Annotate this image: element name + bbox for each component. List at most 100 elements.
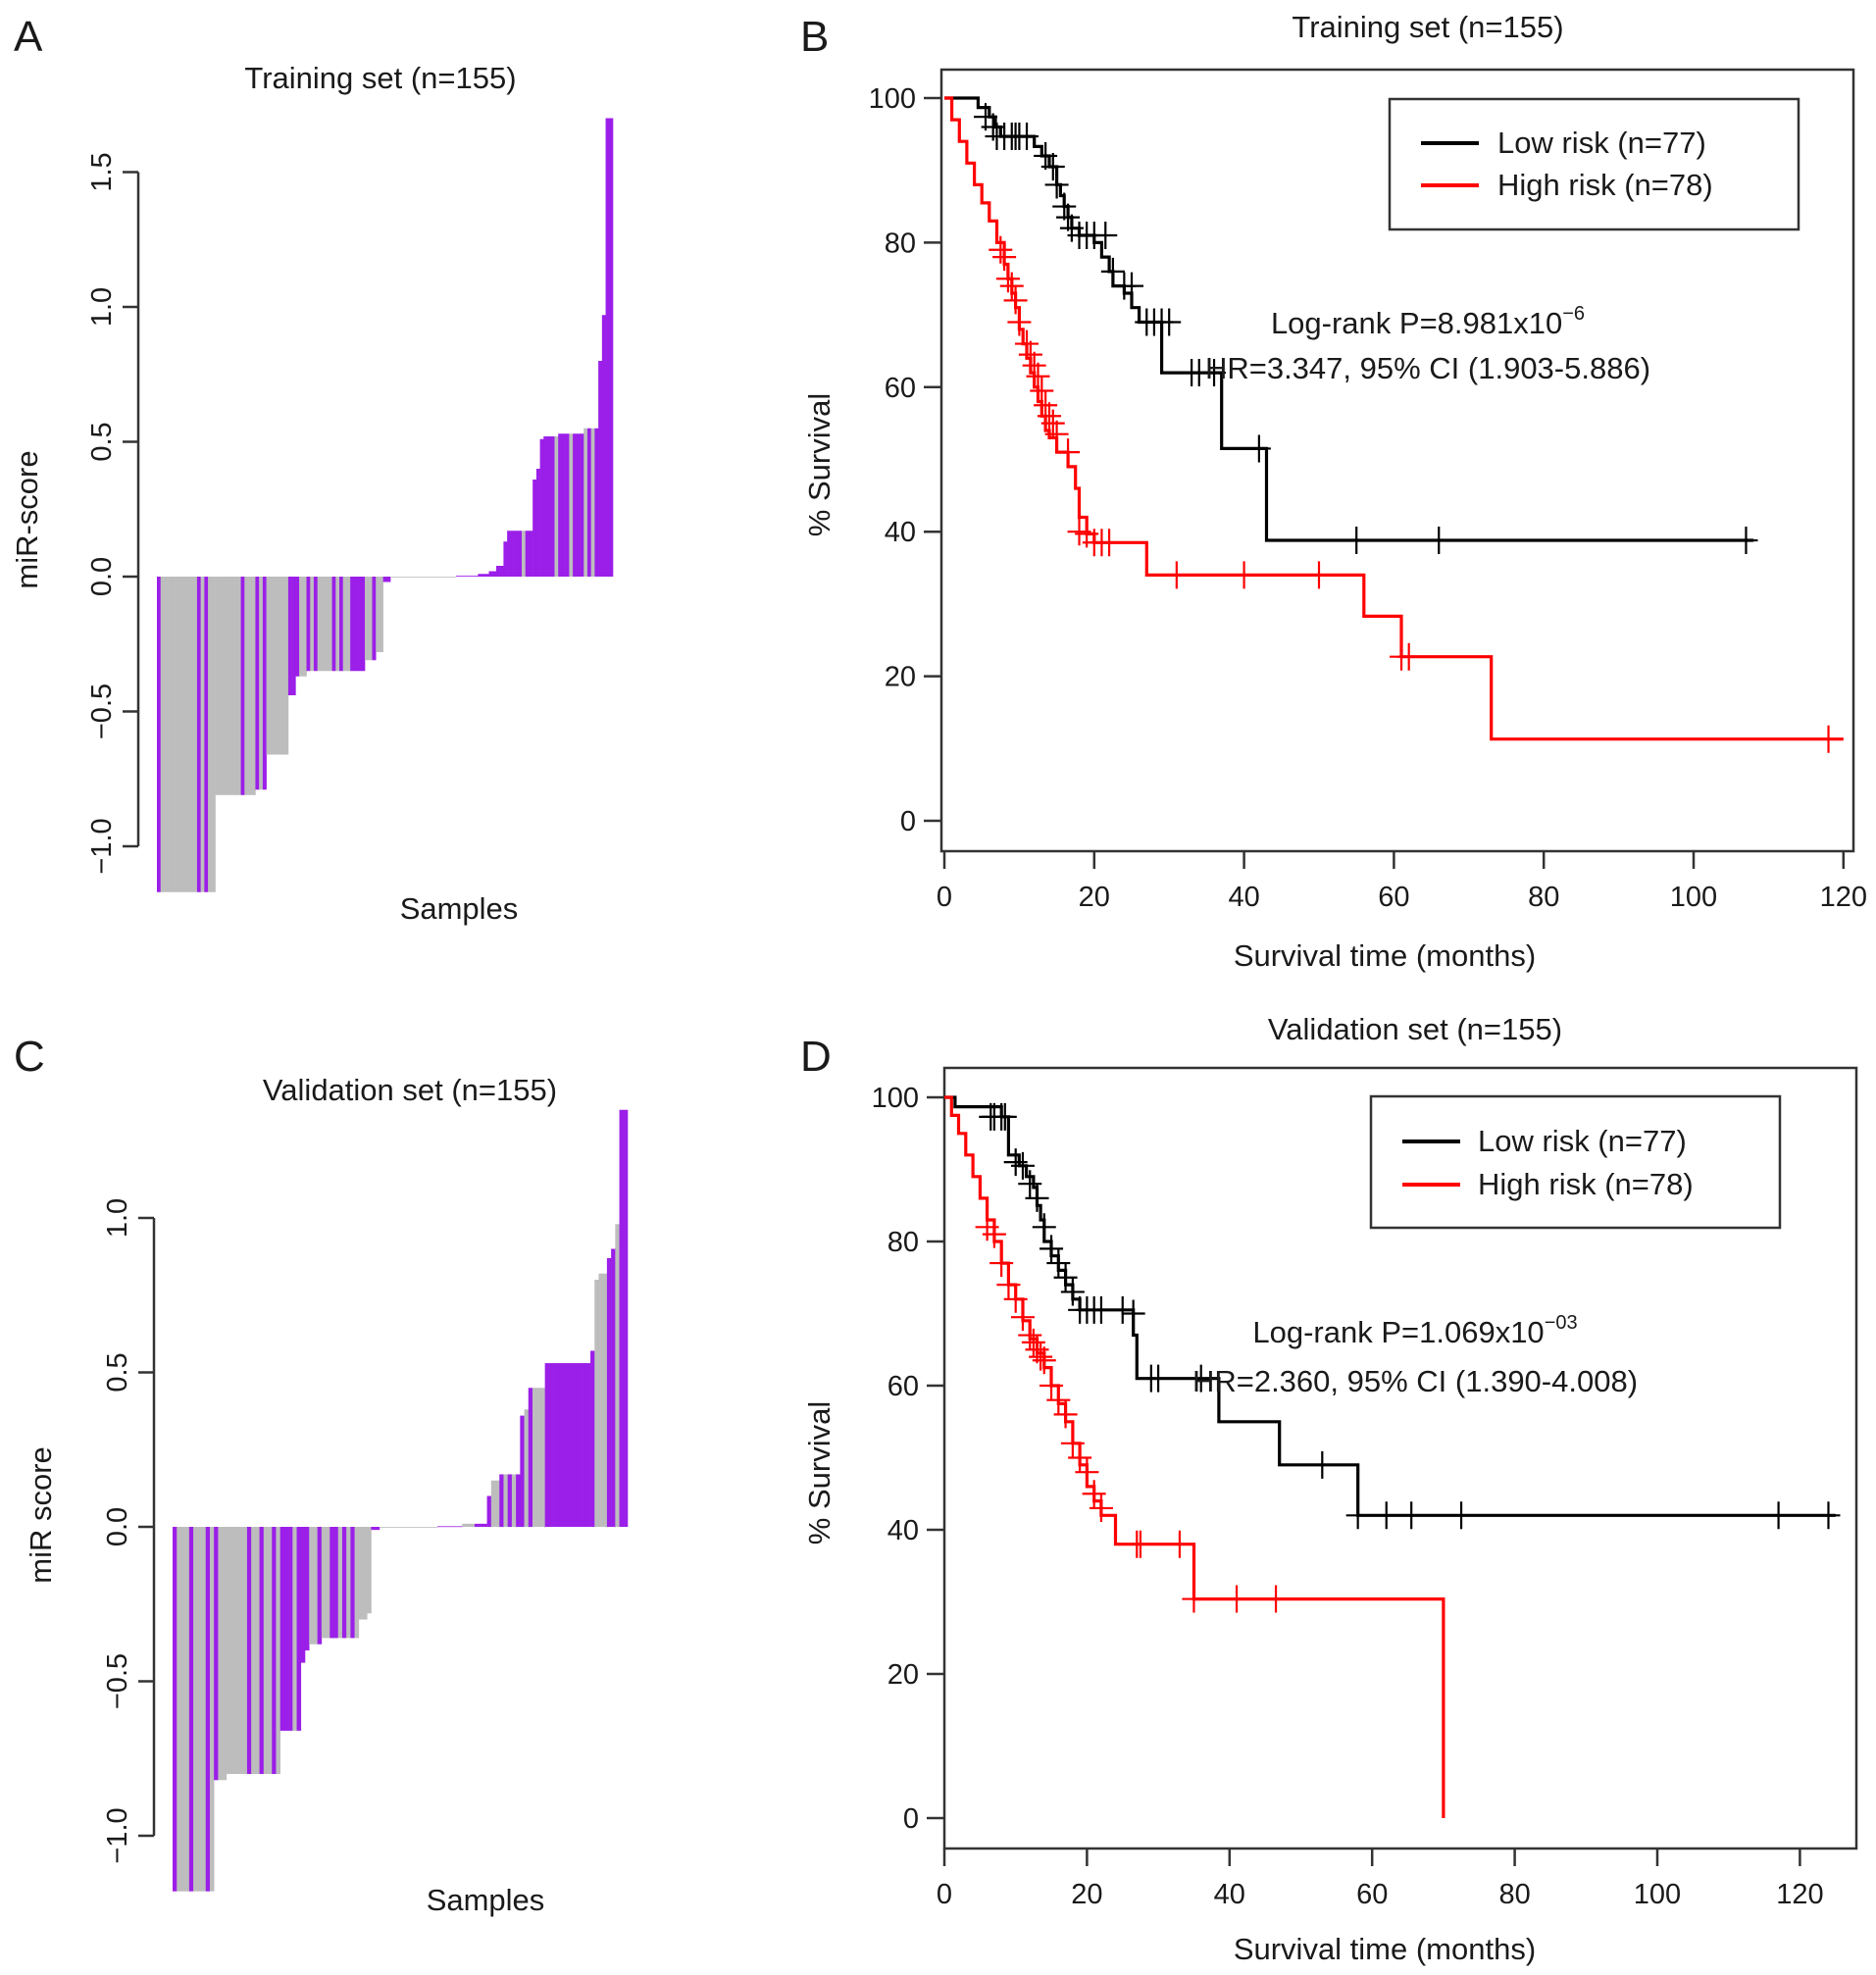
censor-mark [1030,377,1054,405]
censor-mark [1093,222,1118,250]
legend-label-high-risk: High risk (n=78) [1478,1167,1694,1201]
bar-sample [205,1527,211,1892]
censor-mark [1052,192,1077,221]
bar-sample [189,577,194,892]
x-tick-label: 20 [1079,882,1110,913]
x-tick-label: 40 [1214,1879,1245,1910]
bar-sample [386,577,391,582]
censor-mark [1449,1501,1474,1530]
bar-sample [188,1527,194,1892]
bar-sample [547,436,552,577]
censor-mark [1046,1249,1071,1278]
bar-sample [215,577,220,795]
bar-sample [325,577,330,672]
bar-sample [246,1527,252,1774]
censor-mark [1307,561,1331,589]
bar-sample [274,577,279,755]
bar-sample [441,577,446,578]
y-tick-label: 60 [887,1371,919,1402]
bar-sample [178,577,183,892]
bar-sample [601,315,606,577]
bar-sample [368,577,373,661]
bar-sample [492,571,497,577]
y-tick-label: 20 [887,1659,919,1691]
panel-b-logrank-p: Log-rank P=8.981x10−6 [1271,303,1585,340]
bar-sample [488,571,493,577]
panel-letter-b: B [800,13,829,61]
panel-b-axes: 0 20 40 60 80 100 120 0 20 40 60 80 100 [869,83,1867,913]
bar-sample [222,1527,228,1781]
bar-sample [238,1527,244,1774]
bar-sample [573,433,578,577]
censor-mark [1037,402,1061,430]
bar-sample [598,361,603,577]
bar-sample [586,428,591,577]
bar-sample [524,1409,530,1527]
bar-sample [490,1480,496,1527]
bar-sample [565,433,570,577]
bar-sample [182,577,187,892]
panel-d-axes: 0 20 40 60 80 100 120 0 20 40 60 80 100 [872,1083,1824,1910]
panel-b-curves [944,96,1844,753]
panel-c-mir-score-barplot: C Validation set (n=155) miR score Sampl… [14,1033,629,1917]
panel-letter-c: C [14,1033,45,1081]
censor-mark [1082,1480,1106,1508]
bar-sample [288,1527,293,1731]
censor-mark [1040,409,1065,437]
bar-sample [452,577,457,578]
censor-mark [1225,1585,1249,1613]
panel-a-mir-score-barplot: A Training set (n=155) miR-score Samples… [10,13,614,926]
censor-mark [1068,1443,1092,1472]
x-tick-label: 120 [1776,1879,1823,1910]
bar-sample [528,1388,533,1527]
bar-sample [536,1388,541,1527]
bar-sample [503,541,508,577]
censor-mark [1010,1151,1035,1180]
bar-sample [193,577,198,892]
bar-sample [495,566,500,577]
censor-mark [1032,1346,1056,1375]
bar-sample [270,577,275,755]
bar-sample [561,433,566,577]
y-tick-label: −1.0 [102,1807,133,1863]
bar-sample [259,577,264,790]
bar-sample [383,1527,388,1528]
bar-sample [379,577,383,652]
bar-sample [321,1527,327,1639]
bar-sample [171,577,176,892]
bar-sample [479,1523,483,1527]
censor-mark [1399,1501,1424,1530]
censor-mark [1128,1530,1152,1558]
bar-sample [507,531,512,577]
bar-sample [287,577,292,695]
bar-sample [331,577,336,672]
censor-mark [1310,1450,1335,1479]
bar-sample [313,1527,318,1645]
bar-sample [404,577,409,578]
bar-sample [279,1527,285,1731]
bar-sample [255,577,260,790]
bar-sample [412,1527,418,1528]
y-tick-label: 0.0 [102,1507,133,1546]
panel-b-y-axis-label: % Survival [802,393,837,536]
censor-mark [1157,308,1182,336]
bar-sample [484,574,489,577]
bar-sample [544,1363,550,1527]
panel-a-y-axis-label: miR-score [10,450,44,588]
bar-sample [328,577,332,672]
censor-mark [989,1249,1014,1278]
censor-mark [1039,1372,1064,1399]
bar-sample [280,577,285,755]
panel-d-x-axis-label: Survival time (months) [1234,1932,1536,1966]
censor-mark [1120,272,1143,300]
bar-sample [431,577,435,578]
bar-sample [177,1527,181,1892]
y-tick-label: 20 [885,662,916,693]
bar-sample [310,577,315,672]
bar-sample [436,1526,442,1528]
bar-sample [585,1363,591,1527]
y-tick-label: 0.0 [86,557,118,596]
bar-sample [226,577,230,795]
bar-sample [518,531,523,577]
bar-sample [304,1527,310,1650]
